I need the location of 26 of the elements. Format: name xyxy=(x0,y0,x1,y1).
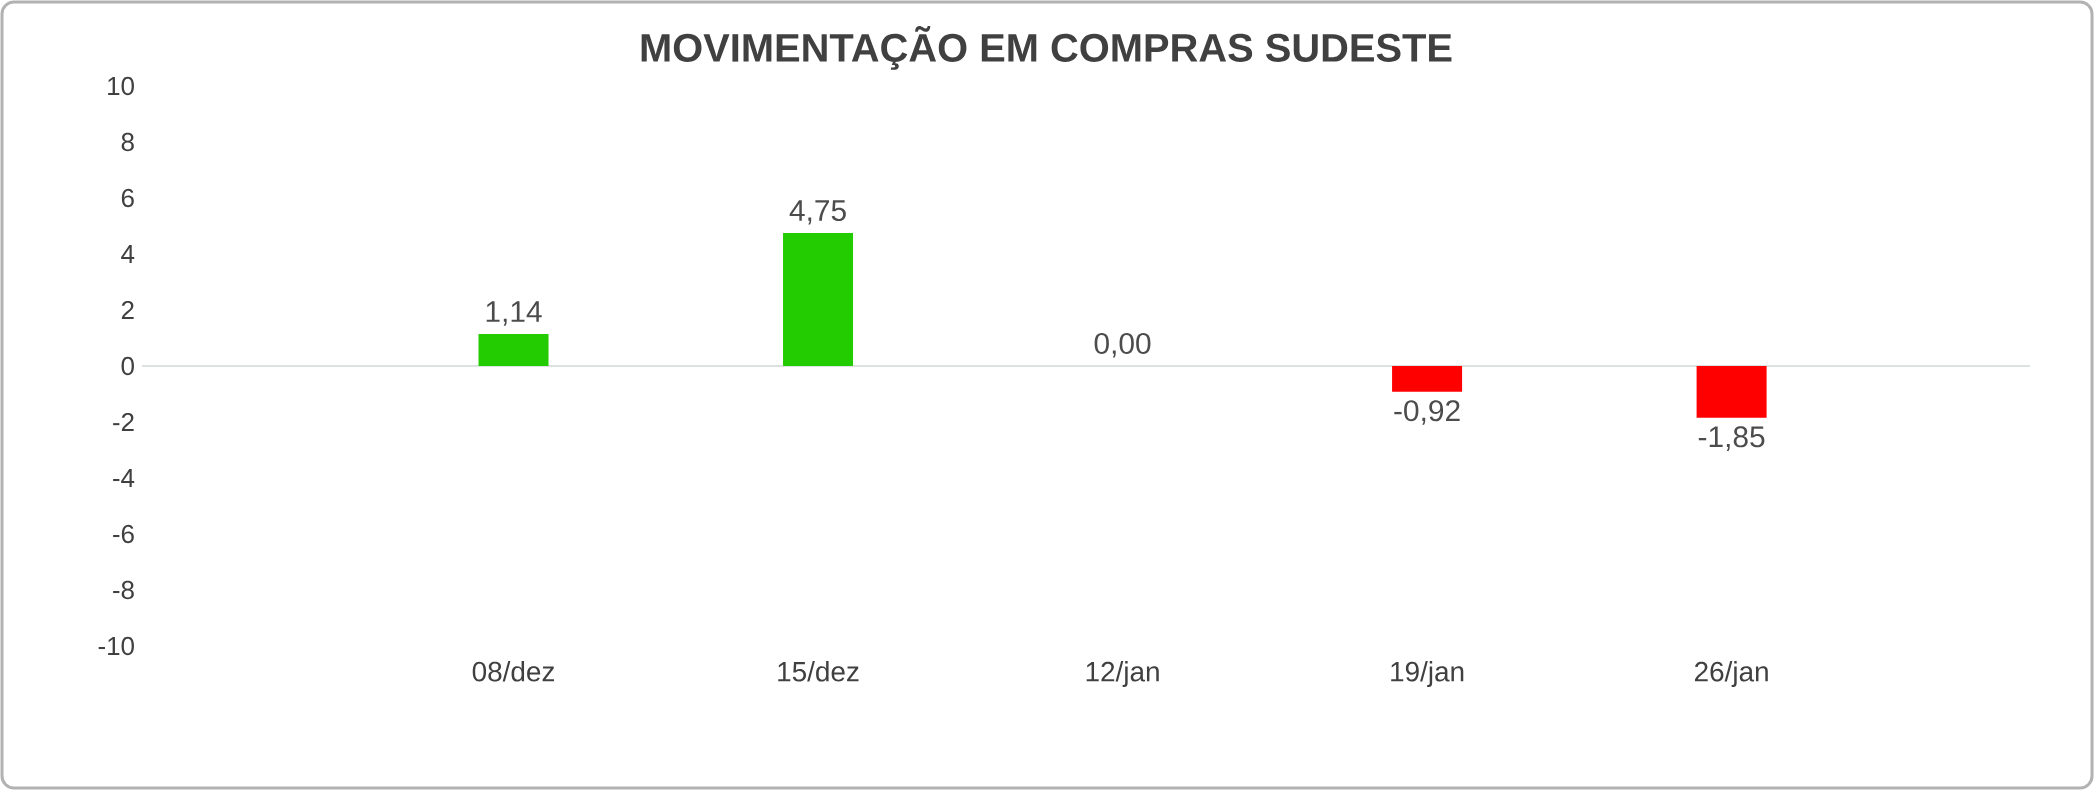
x-tick-label: 12/jan xyxy=(1086,661,1159,688)
y-tick-label: 2 xyxy=(121,300,134,320)
x-tick-label: 15/dez xyxy=(778,661,859,682)
y-tick-label: 4 xyxy=(121,245,135,263)
y-tick-label: -8 xyxy=(113,580,134,600)
data-label: -0,92 xyxy=(1394,400,1460,425)
x-tick-label: 08/dez xyxy=(472,661,554,682)
bar xyxy=(1392,366,1463,392)
y-tick-label: 0 xyxy=(121,356,134,376)
y-tick-label: 10 xyxy=(108,76,134,96)
y-tick-label: 8 xyxy=(121,132,134,152)
bar xyxy=(1696,366,1767,418)
data-label: 0,00 xyxy=(1094,332,1151,358)
y-tick-label: -4 xyxy=(113,469,135,487)
chart-title: MOVIMENTAÇÃO EM COMPRAS SUDESTE xyxy=(641,26,1452,70)
data-label: 1,14 xyxy=(486,301,542,326)
y-tick-label: -6 xyxy=(113,524,134,544)
y-tick-label: -10 xyxy=(98,636,134,656)
x-tick-label: 26/jan xyxy=(1695,661,1768,688)
y-tick-label: -2 xyxy=(113,412,134,432)
bar xyxy=(783,233,854,366)
y-tick-label: 6 xyxy=(121,188,134,208)
data-label: -1,85 xyxy=(1698,426,1765,451)
bar xyxy=(478,334,549,366)
data-label: 4,75 xyxy=(789,200,846,225)
x-tick-label: 19/jan xyxy=(1391,661,1464,688)
